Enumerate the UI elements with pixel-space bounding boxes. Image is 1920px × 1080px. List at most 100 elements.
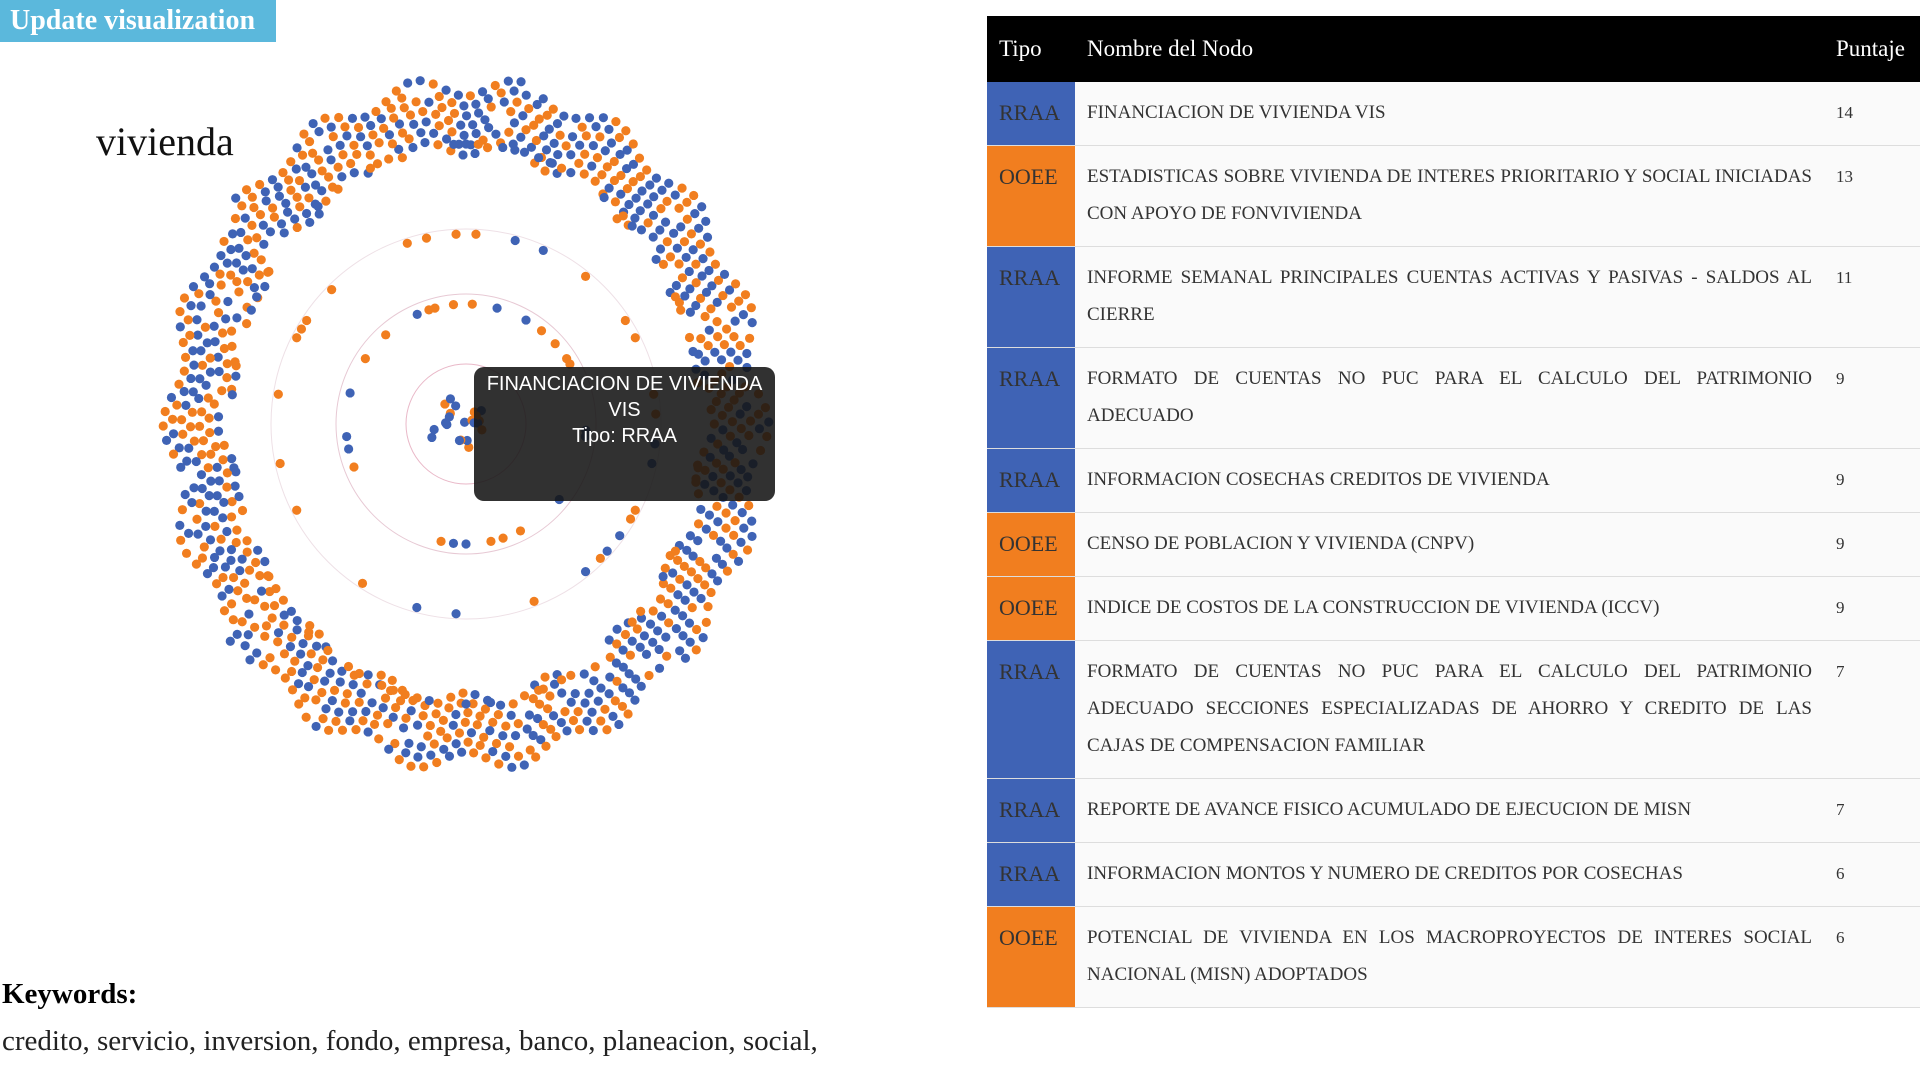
graph-node[interactable] — [306, 649, 316, 659]
graph-node[interactable] — [742, 348, 752, 359]
graph-node[interactable] — [480, 704, 491, 714]
graph-node[interactable] — [209, 399, 219, 409]
graph-node[interactable] — [349, 140, 359, 150]
graph-node[interactable] — [649, 192, 659, 202]
graph-node[interactable] — [620, 629, 631, 640]
graph-node[interactable] — [211, 579, 222, 589]
graph-node[interactable] — [333, 184, 343, 194]
graph-node[interactable] — [191, 559, 202, 569]
graph-node[interactable] — [282, 207, 293, 217]
graph-node[interactable] — [707, 569, 717, 579]
graph-node[interactable] — [380, 693, 391, 703]
graph-node[interactable] — [664, 618, 674, 628]
graph-node[interactable] — [328, 132, 338, 142]
graph-node[interactable] — [531, 135, 541, 146]
graph-node[interactable] — [240, 213, 250, 223]
graph-node[interactable] — [529, 120, 539, 130]
graph-node[interactable] — [662, 196, 672, 206]
graph-node[interactable] — [292, 625, 302, 635]
graph-node[interactable] — [177, 505, 187, 515]
graph-node[interactable] — [231, 258, 242, 268]
graph-node[interactable] — [656, 611, 667, 621]
graph-node[interactable] — [416, 128, 426, 138]
graph-node[interactable] — [532, 99, 542, 110]
graph-node[interactable] — [403, 78, 413, 88]
graph-node[interactable] — [676, 222, 686, 232]
graph-node[interactable] — [695, 293, 706, 303]
graph-node[interactable] — [441, 134, 452, 144]
graph-node[interactable] — [292, 143, 302, 153]
graph-node[interactable] — [521, 315, 531, 325]
graph-node[interactable] — [685, 637, 695, 647]
graph-node[interactable] — [664, 178, 674, 188]
graph-node[interactable] — [260, 187, 270, 197]
graph-node[interactable] — [701, 563, 711, 573]
graph-node[interactable] — [401, 713, 411, 723]
graph-node[interactable] — [295, 202, 305, 212]
graph-node[interactable] — [172, 400, 182, 410]
graph-node[interactable] — [624, 199, 634, 210]
graph-node[interactable] — [495, 700, 506, 710]
graph-node[interactable] — [278, 167, 288, 178]
graph-node[interactable] — [384, 744, 394, 754]
graph-node[interactable] — [747, 531, 757, 542]
graph-node[interactable] — [710, 347, 720, 357]
graph-node[interactable] — [549, 138, 559, 148]
graph-node[interactable] — [448, 538, 459, 548]
graph-node[interactable] — [231, 361, 241, 371]
graph-node[interactable] — [281, 198, 291, 208]
graph-node[interactable] — [696, 333, 706, 344]
graph-node[interactable] — [491, 738, 502, 749]
graph-node[interactable] — [323, 645, 333, 656]
graph-node[interactable] — [326, 122, 336, 132]
graph-node[interactable] — [279, 228, 289, 238]
graph-node[interactable] — [634, 153, 645, 163]
graph-node[interactable] — [211, 441, 221, 452]
graph-node[interactable] — [305, 217, 315, 228]
graph-node[interactable] — [269, 600, 280, 611]
graph-node[interactable] — [701, 287, 712, 297]
graph-node[interactable] — [191, 456, 201, 467]
graph-node[interactable] — [544, 124, 554, 134]
graph-node[interactable] — [671, 280, 681, 291]
graph-node[interactable] — [451, 229, 461, 239]
graph-node[interactable] — [439, 744, 449, 754]
graph-node[interactable] — [648, 637, 658, 647]
graph-node[interactable] — [431, 709, 441, 719]
graph-node[interactable] — [349, 168, 359, 178]
graph-node[interactable] — [296, 324, 307, 334]
graph-node[interactable] — [566, 670, 576, 680]
graph-node[interactable] — [215, 269, 225, 279]
graph-node[interactable] — [524, 103, 534, 114]
graph-node[interactable] — [292, 615, 302, 626]
graph-node[interactable] — [249, 283, 259, 293]
graph-node[interactable] — [226, 244, 236, 255]
graph-node[interactable] — [314, 127, 324, 137]
graph-node[interactable] — [641, 649, 652, 659]
graph-node[interactable] — [499, 97, 509, 107]
graph-node[interactable] — [669, 228, 679, 238]
graph-node[interactable] — [688, 346, 698, 357]
graph-node[interactable] — [260, 281, 270, 292]
graph-node[interactable] — [706, 304, 716, 314]
graph-node[interactable] — [716, 536, 726, 546]
graph-node[interactable] — [314, 629, 324, 639]
update-button[interactable]: Update visualization — [0, 0, 276, 42]
graph-node[interactable] — [297, 150, 308, 160]
graph-node[interactable] — [279, 649, 290, 659]
graph-node[interactable] — [397, 128, 408, 138]
graph-node[interactable] — [742, 545, 753, 555]
graph-node[interactable] — [660, 217, 671, 227]
graph-node[interactable] — [689, 587, 699, 597]
graph-node[interactable] — [318, 714, 328, 724]
graph-node[interactable] — [232, 629, 242, 639]
graph-node[interactable] — [694, 223, 704, 233]
graph-node[interactable] — [685, 307, 695, 317]
graph-node[interactable] — [658, 579, 669, 589]
graph-node[interactable] — [223, 296, 233, 307]
graph-node[interactable] — [240, 578, 250, 588]
graph-node[interactable] — [218, 513, 228, 523]
graph-node[interactable] — [728, 500, 738, 510]
graph-node[interactable] — [206, 449, 216, 459]
graph-node[interactable] — [615, 149, 625, 160]
